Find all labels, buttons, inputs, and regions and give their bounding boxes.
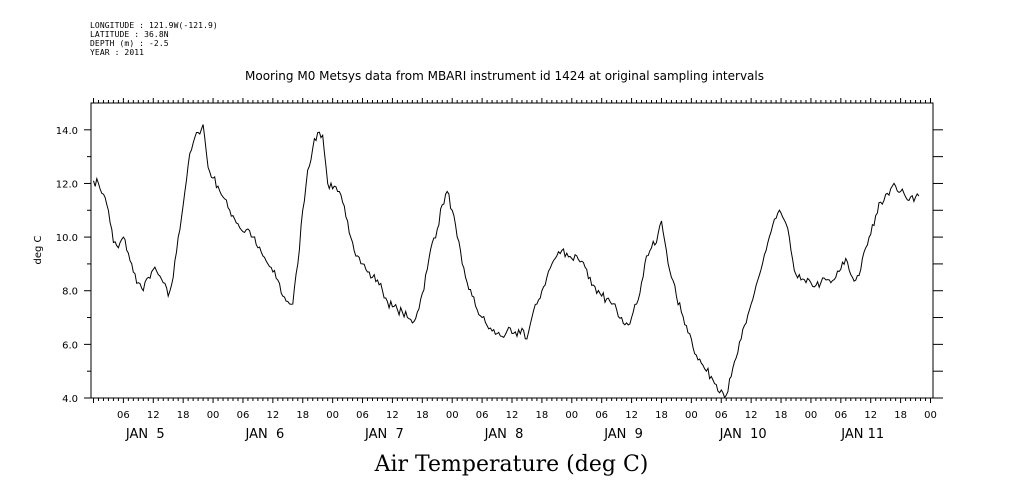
x-tick-label: 12: [745, 410, 758, 421]
x-tick-label: 06: [356, 410, 369, 421]
metadata-block: LONGITUDE : 121.9W(-121.9) LATITUDE : 36…: [90, 21, 218, 57]
y-tick-label: 4.0: [62, 394, 78, 405]
date-label: JAN 5: [125, 427, 165, 442]
y-tick-label: 6.0: [62, 340, 78, 351]
x-tick-label: 00: [685, 410, 698, 421]
x-tick-label: 06: [117, 410, 130, 421]
x-tick-label: 06: [715, 410, 728, 421]
x-axis-label: Air Temperature (deg C): [374, 452, 649, 477]
meta-depth: DEPTH (m) : -2.5: [90, 39, 169, 48]
series-group: [93, 124, 920, 399]
y-axis-label: deg C: [33, 235, 44, 264]
minor-ticks: [92, 98, 932, 403]
x-tick-label: 18: [894, 410, 907, 421]
y-tick-label: 12.0: [56, 179, 78, 190]
x-tick-label: 18: [416, 410, 429, 421]
x-tick-label: 12: [625, 410, 638, 421]
y-tick-label: 14.0: [56, 126, 78, 137]
x-tick-label: 18: [536, 410, 549, 421]
date-label: JAN 8: [484, 427, 524, 442]
y-tick-label: 8.0: [62, 287, 78, 298]
chart-title: Mooring M0 Metsys data from MBARI instru…: [245, 69, 764, 83]
x-tick-label: 00: [805, 410, 818, 421]
date-label: JAN 10: [719, 427, 767, 442]
date-label: JAN 6: [244, 427, 284, 442]
x-tick-label: 00: [924, 410, 937, 421]
x-tick-label: 00: [207, 410, 220, 421]
x-tick-label: 18: [775, 410, 788, 421]
x-tick-label: 12: [147, 410, 160, 421]
x-tick-label: 12: [864, 410, 877, 421]
x-tick-label: 06: [834, 410, 847, 421]
series-line: [93, 124, 920, 399]
plot-frame: [90, 102, 934, 399]
x-tick-label: 06: [595, 410, 608, 421]
meta-latitude: LATITUDE : 36.8N: [90, 30, 169, 39]
x-tick-label: 00: [326, 410, 339, 421]
date-label: JAN 9: [603, 427, 643, 442]
x-tick-label: 18: [177, 410, 190, 421]
y-tick-label: 10.0: [56, 233, 78, 244]
x-tick-label: 00: [446, 410, 459, 421]
x-tick-label: 06: [237, 410, 250, 421]
x-tick-label: 18: [296, 410, 309, 421]
x-tick-label: 00: [565, 410, 578, 421]
x-tick-label: 18: [655, 410, 668, 421]
meta-year: YEAR : 2011: [90, 48, 145, 57]
x-tick-label: 12: [266, 410, 279, 421]
x-tick-label: 06: [476, 410, 489, 421]
meta-longitude: LONGITUDE : 121.9W(-121.9): [90, 21, 218, 30]
x-tick-label: 12: [506, 410, 519, 421]
date-label: JAN 11: [840, 427, 884, 442]
x-tick-label: 12: [386, 410, 399, 421]
y-axis: 4.0 6.0 8.0 10.0 12.0 14.0: [56, 126, 943, 405]
date-label: JAN 7: [364, 427, 404, 442]
x-axis: 06 12 18 00 JAN 5 06 12 18 00 JAN 6 06 12 18 00 JAN 7 0…: [117, 410, 937, 442]
